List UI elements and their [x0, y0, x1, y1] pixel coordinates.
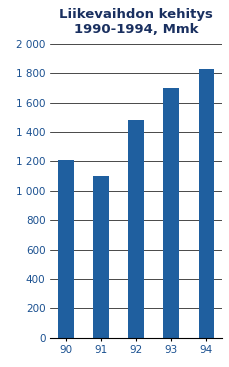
Bar — [128, 120, 144, 338]
Bar — [93, 176, 109, 338]
Bar — [164, 88, 179, 338]
Title: Liikevaihdon kehitys
1990-1994, Mmk: Liikevaihdon kehitys 1990-1994, Mmk — [59, 8, 213, 36]
Bar — [199, 69, 214, 338]
Bar — [58, 160, 74, 338]
